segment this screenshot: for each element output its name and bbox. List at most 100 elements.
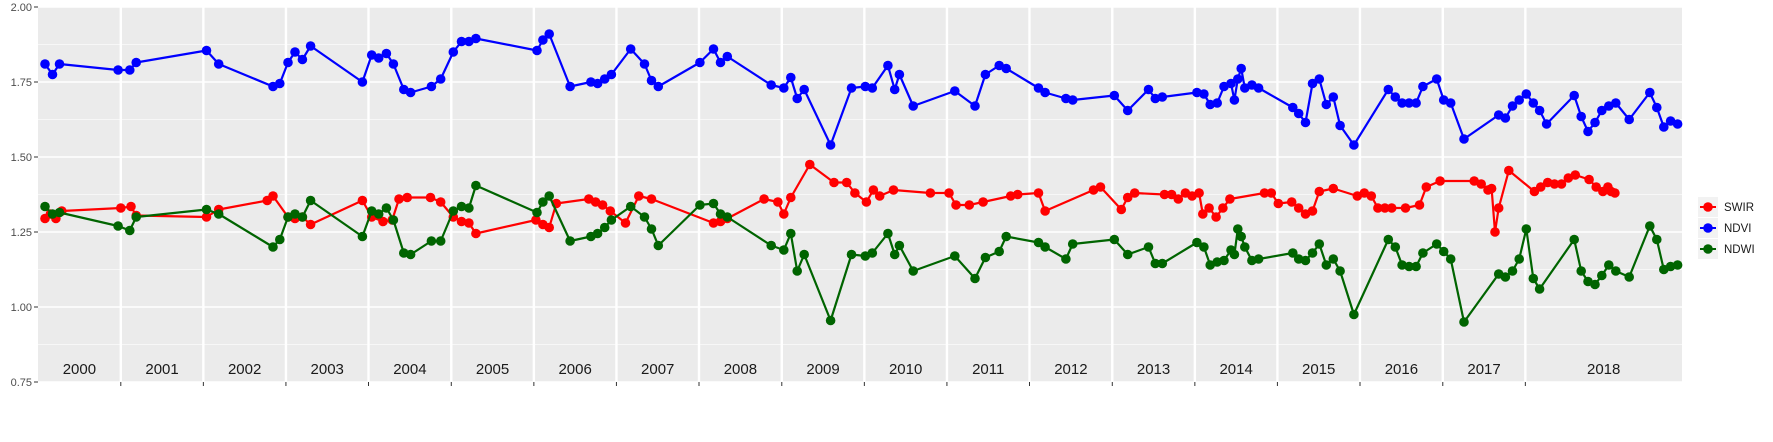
ndwi-point xyxy=(1672,260,1683,270)
ndvi-point xyxy=(40,59,50,69)
ndvi-point xyxy=(1521,89,1532,99)
year-label: 2003 xyxy=(311,361,344,378)
swir-point xyxy=(597,200,608,210)
ndvi-point xyxy=(908,101,918,111)
ndvi-point xyxy=(1226,78,1236,89)
swir-point xyxy=(1476,179,1486,189)
swir-point xyxy=(1556,179,1567,189)
ndwi-point xyxy=(54,207,65,218)
ndvi-point xyxy=(1199,89,1209,99)
swir-point xyxy=(944,188,954,198)
swir-point xyxy=(1328,183,1339,194)
swir-point xyxy=(1198,209,1208,219)
ndvi-point xyxy=(846,83,857,93)
ndwi-point xyxy=(1611,266,1621,276)
ndwi-point xyxy=(131,212,141,222)
ndvi-point xyxy=(1659,122,1669,132)
ndvi-point xyxy=(1397,98,1407,108)
ndwi-point xyxy=(448,206,459,216)
ndvi-point xyxy=(1212,98,1222,108)
ndvi-point xyxy=(1507,101,1518,111)
swir-point xyxy=(305,219,316,230)
ndvi-point xyxy=(405,87,416,98)
ndwi-point xyxy=(894,240,905,251)
ndwi-point xyxy=(625,201,636,212)
ndwi-point xyxy=(1645,221,1655,231)
legend-key-point xyxy=(1703,223,1713,233)
ndvi-point xyxy=(275,78,285,89)
ndvi-point xyxy=(1383,84,1394,95)
ndvi-point xyxy=(1541,119,1552,129)
ndvi-point xyxy=(1500,113,1511,123)
swir-point xyxy=(394,194,404,204)
ndvi-point xyxy=(471,33,481,44)
ndvi-point xyxy=(799,84,809,95)
ndvi-point xyxy=(1528,98,1539,108)
ndwi-point xyxy=(357,231,368,242)
ndwi-point xyxy=(1445,254,1456,264)
ndwi-point xyxy=(565,236,575,246)
swir-point xyxy=(201,212,212,222)
ndwi-point xyxy=(1040,242,1050,252)
swir-point xyxy=(1225,194,1235,204)
ndwi-point xyxy=(381,203,392,213)
swir-point xyxy=(1095,182,1106,192)
year-label: 2007 xyxy=(641,361,674,378)
ndwi-point xyxy=(846,249,857,260)
ndwi-point xyxy=(275,234,285,245)
ndvi-point xyxy=(779,83,789,93)
ndwi-point xyxy=(538,197,548,207)
swir-point xyxy=(868,185,879,195)
legend-label-ndvi: NDVI xyxy=(1724,223,1751,235)
year-label: 2006 xyxy=(558,361,591,378)
swir-point xyxy=(1400,203,1411,213)
y-tick-label: 1.50 xyxy=(11,152,32,164)
ndvi-point xyxy=(1328,92,1339,102)
swir-point xyxy=(402,192,413,203)
ndvi-point xyxy=(1404,98,1414,108)
swir-point xyxy=(874,191,885,201)
ndvi-point xyxy=(297,54,308,65)
ndvi-point xyxy=(131,57,141,68)
swir-point xyxy=(1129,188,1140,198)
year-label: 2001 xyxy=(145,361,178,378)
swir-point xyxy=(779,209,789,219)
ndvi-point xyxy=(1143,84,1154,95)
ndwi-point xyxy=(1514,254,1524,264)
ndwi-point xyxy=(1569,234,1579,245)
legend-label-ndwi: NDWI xyxy=(1724,244,1755,256)
swir-point xyxy=(786,192,796,203)
ndwi-point xyxy=(1500,272,1511,282)
year-label: 2012 xyxy=(1054,361,1087,378)
ndwi-point xyxy=(592,228,603,239)
ndvi-point xyxy=(1611,98,1621,108)
ndwi-point xyxy=(1314,239,1325,249)
swir-point xyxy=(1504,165,1514,176)
y-axis: 0.75 1.00 1.25 1.50 1.75 2.00 xyxy=(11,2,38,389)
ndwi-point xyxy=(305,195,316,206)
ndvi-point xyxy=(426,81,437,92)
year-labels: 2000 2001 2002 2003 2004 2005 2006 2007 2008 2009… xyxy=(63,361,1621,378)
ndwi-point xyxy=(695,200,705,210)
swir-point xyxy=(620,218,631,228)
ndwi-point xyxy=(268,242,278,252)
ndwi-point xyxy=(1349,309,1359,320)
ndvi-point xyxy=(625,44,636,54)
ndvi-point xyxy=(1445,98,1456,108)
series-layer xyxy=(40,29,1683,327)
swir-point xyxy=(1486,183,1497,194)
ndvi-point xyxy=(305,41,316,51)
swir-point xyxy=(1122,192,1133,203)
series-ndvi xyxy=(40,29,1683,150)
ndvi-point xyxy=(1040,87,1050,98)
ndwi-point xyxy=(532,207,542,218)
y-tick-label: 0.75 xyxy=(11,377,32,389)
ndvi-point xyxy=(1569,90,1579,101)
ndvi-point xyxy=(970,101,980,111)
year-label: 2017 xyxy=(1467,361,1500,378)
swir-point xyxy=(978,197,988,207)
swir-point xyxy=(646,194,657,204)
ndwi-point xyxy=(290,209,300,219)
ndwi-point xyxy=(599,222,610,233)
ndwi-point xyxy=(1597,270,1607,281)
